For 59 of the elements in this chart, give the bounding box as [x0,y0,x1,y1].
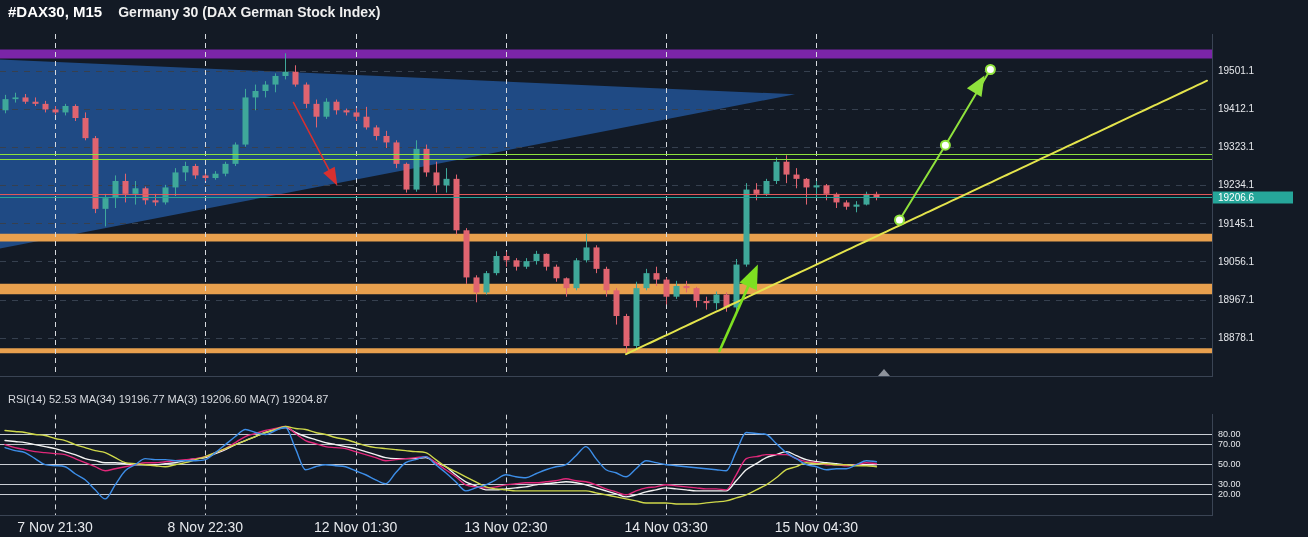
x-tick-label: 8 Nov 22:30 [167,519,244,536]
y-tick-label: 19145.1 [1218,217,1255,229]
candlestick [323,97,330,120]
candlestick [663,276,670,305]
candlestick [132,180,139,206]
candlestick [182,161,189,182]
candlestick [593,244,600,274]
candlestick [122,173,129,203]
y-tick-label: 30.00 [1218,479,1241,490]
candlestick [313,99,320,128]
y-tick-label: 19056.1 [1218,255,1255,267]
candlestick [292,64,299,88]
candlestick [563,276,570,298]
y-tick-label: 18967.1 [1218,293,1255,305]
candlestick [102,193,109,227]
candlestick [82,111,89,141]
candlestick [252,84,259,111]
candlestick [423,144,430,178]
candlestick [493,250,500,276]
candlestick [443,167,450,194]
candlestick [172,167,179,197]
candlestick [2,94,9,114]
candlestick [603,266,610,298]
candlestick [112,174,119,209]
y-tick-label: 80.00 [1218,429,1241,439]
candlestick [723,291,730,313]
x-tick-label: 13 Nov 02:30 [464,519,548,536]
candlestick [653,266,660,287]
candlestick [363,106,370,131]
candlestick [473,274,480,303]
candlestick [783,154,790,184]
y-tick-label: 19323.1 [1218,141,1255,153]
y-tick-label: 19412.1 [1218,103,1255,115]
candlestick [793,167,800,189]
candlestick [643,268,650,291]
chart-subtitle: Germany 30 (DAX German Stock Index) [118,4,381,20]
y-tick-label: 20.00 [1218,489,1241,500]
x-tick-label: 14 Nov 03:30 [624,519,708,536]
candlestick [282,52,289,80]
y-tick-label: 19234.1 [1218,179,1255,191]
chart-title: RSI(14) 52.53 MA(34) 19196.77 MA(3) 19206.60 MA(7) 19204.87 [8,393,329,405]
candlestick [303,81,310,109]
y-tick-label: 50.00 [1218,459,1241,470]
y-tick-label: 70.00 [1218,439,1241,450]
chart-title: #DAX30, M15 [8,3,103,20]
x-tick-label: 12 Nov 01:30 [313,519,398,536]
candlestick [693,286,700,308]
candlestick [583,233,590,263]
candlestick [773,156,780,185]
y-tick-label: 18878.1 [1218,331,1255,343]
candlestick [433,161,440,194]
candlestick [803,177,810,206]
candlestick [272,72,279,93]
ref-line-label: 19206.6 [1218,191,1255,203]
line-series [625,79,1208,356]
x-tick-label: 7 Nov 21:30 [17,519,94,536]
candlestick [483,270,490,296]
y-tick-label: 19501.1 [1218,64,1255,76]
x-tick-label: 15 Nov 04:30 [774,519,859,536]
